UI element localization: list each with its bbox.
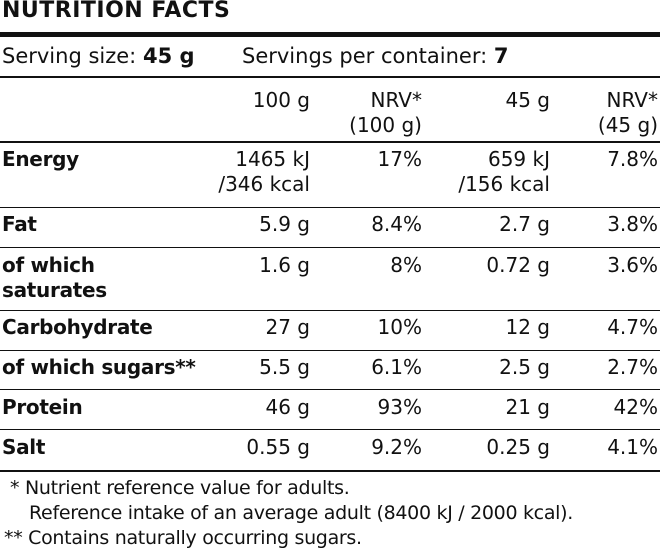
nrv-per-100g: 93% [377,395,422,419]
footnote-sugars: ** Contains naturally occurring sugars. [4,527,362,549]
value-per-45g-line: 0.72 g [486,253,550,277]
value-per-100g: 46 g [265,395,310,420]
serving-size-value: 45 g [142,44,195,68]
col-header-nrv-100g-line1: NRV* [370,88,422,112]
servings-per-container-label: Servings per container: [242,44,488,68]
value-per-100g-line: 0.55 g [246,435,310,459]
serving-rule [0,76,660,78]
row-label-line: Fat [2,212,37,236]
value-per-100g-line: /346 kcal [218,172,310,196]
value-per-100g-line: 27 g [265,315,310,339]
nrv-per-100g: 9.2% [371,435,422,459]
value-per-45g: 12 g [505,315,550,340]
servings-per-container-value: 7 [493,44,509,68]
row-label: Carbohydrate [2,315,153,340]
nrv-per-100g: 10% [377,315,422,339]
value-per-45g-line: 0.25 g [486,435,550,459]
col-header-per-45g: 45 g [505,88,550,112]
row-divider [0,389,660,390]
value-per-100g: 5.5 g [259,355,310,380]
nrv-per-45g: 2.7% [607,355,658,379]
value-per-100g-line: 1.6 g [259,253,310,277]
row-divider [0,350,660,351]
value-per-100g-line: 1465 kJ [235,147,310,171]
col-header-nrv-45g-line1: NRV* [606,88,658,112]
row-label: Salt [2,435,45,460]
footnote-nrv: * Nutrient reference value for adults. [10,477,350,499]
value-per-45g-line: 12 g [505,315,550,339]
value-per-45g-line: /156 kcal [458,172,550,196]
nrv-per-45g: 4.7% [607,315,658,339]
serving-info: Serving size: 45 g Servings per containe… [2,44,508,68]
nrv-per-45g: 3.6% [607,253,658,277]
value-per-45g-line: 659 kJ [487,147,550,171]
title-rule [0,32,660,37]
value-per-45g: 21 g [505,395,550,420]
col-header-nrv-100g-line2: (100 g) [349,113,422,137]
row-label-line: Protein [2,395,83,419]
row-divider [0,207,660,208]
row-label-line: of which sugars** [2,355,196,379]
row-label: of which saturates [2,253,107,303]
value-per-100g-line: 5.9 g [259,212,310,236]
nrv-per-45g: 3.8% [607,212,658,236]
row-label-line: saturates [2,278,107,302]
value-per-45g: 0.25 g [486,435,550,460]
nrv-per-100g: 8% [390,253,422,277]
row-divider [0,310,660,311]
value-per-45g-line: 21 g [505,395,550,419]
value-per-45g: 2.5 g [499,355,550,380]
value-per-100g: 27 g [265,315,310,340]
row-label: Protein [2,395,83,420]
value-per-100g: 1465 kJ/346 kcal [218,147,310,197]
value-per-45g-line: 2.7 g [499,212,550,236]
value-per-45g-line: 2.5 g [499,355,550,379]
servings-per-container: Servings per container: 7 [242,44,508,68]
col-header-nrv-45g-line2: (45 g) [597,113,658,137]
row-label: Fat [2,212,37,237]
value-per-100g-line: 46 g [265,395,310,419]
row-label-line: Energy [2,147,79,171]
nrv-per-45g: 4.1% [607,435,658,459]
page-title: NUTRITION FACTS [2,0,231,23]
nrv-per-45g: 42% [613,395,658,419]
value-per-100g: 0.55 g [246,435,310,460]
serving-size-label: Serving size: [2,44,137,68]
value-per-100g: 1.6 g [259,253,310,278]
row-label-line: of which [2,253,95,277]
header-rule [0,141,660,143]
row-label: Energy [2,147,79,172]
row-label-line: Salt [2,435,46,459]
row-divider [0,429,660,430]
value-per-100g: 5.9 g [259,212,310,237]
nrv-per-100g: 8.4% [371,212,422,236]
footnote-reference-intake: Reference intake of an average adult (84… [29,502,574,524]
row-divider [0,247,660,248]
col-header-nrv-100g: NRV* (100 g) [349,88,422,138]
bottom-rule [0,470,660,472]
nrv-per-45g: 7.8% [607,147,658,171]
value-per-45g: 659 kJ/156 kcal [458,147,550,197]
value-per-45g: 2.7 g [499,212,550,237]
nrv-per-100g: 6.1% [371,355,422,379]
value-per-45g: 0.72 g [486,253,550,278]
row-label: of which sugars** [2,355,196,380]
nrv-per-100g: 17% [377,147,422,171]
row-label-line: Carbohydrate [2,315,153,339]
col-header-per-100g: 100 g [252,88,310,112]
col-header-nrv-45g: NRV* (45 g) [598,88,658,138]
value-per-100g-line: 5.5 g [259,355,310,379]
